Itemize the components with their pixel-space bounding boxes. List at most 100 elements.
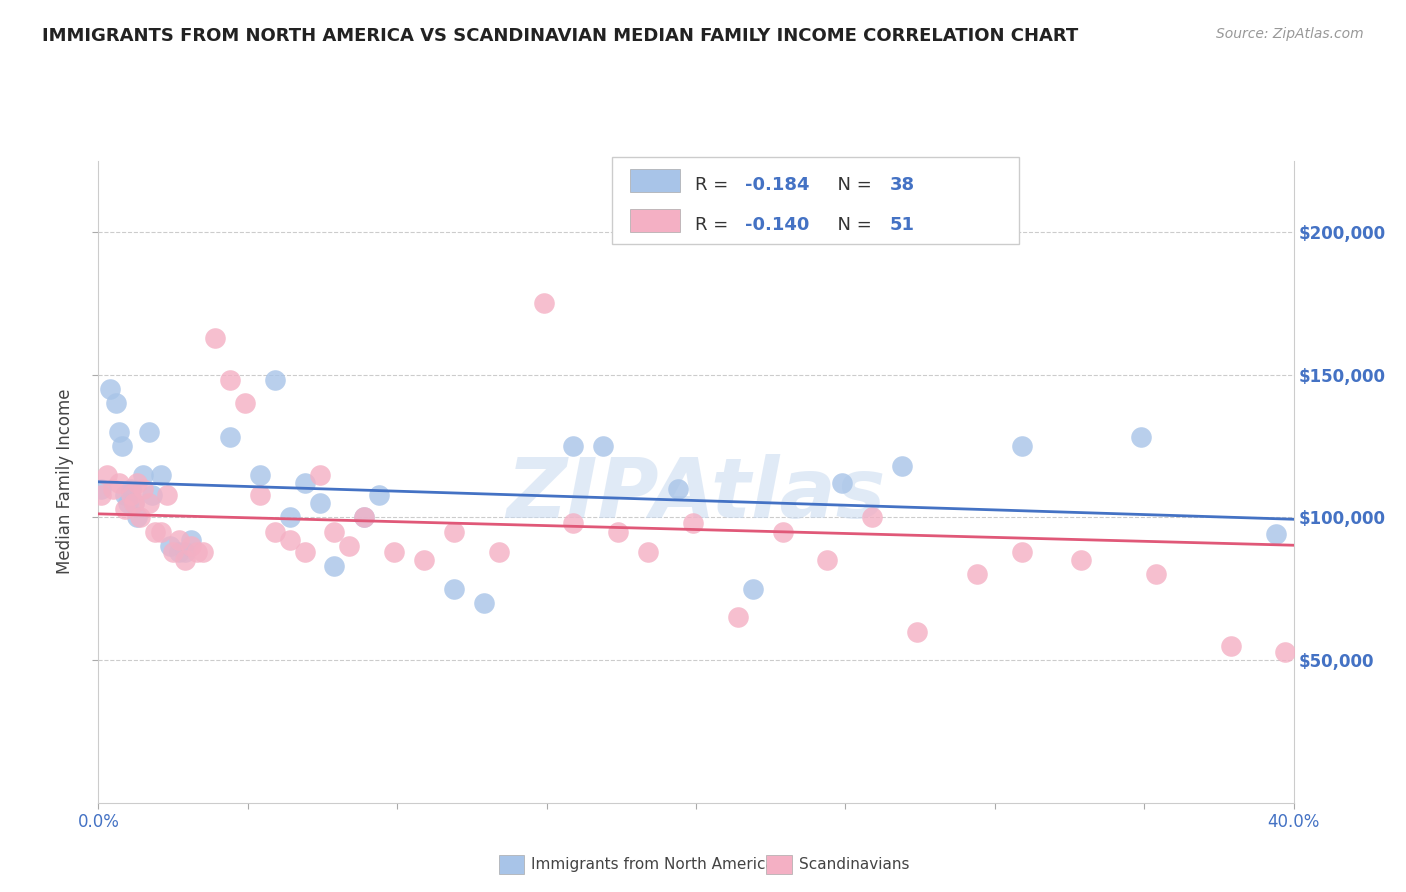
Point (103, 482, 125, 496)
Point (294, 476, 316, 491)
Point (138, 496, 160, 510)
Point (162, 544, 184, 558)
Point (159, 539, 181, 553)
Point (191, 544, 214, 558)
Point (117, 496, 139, 510)
Point (294, 544, 316, 558)
Point (129, 510, 152, 524)
Point (156, 487, 179, 501)
Point (533, 296, 555, 310)
Bar (499, 855, 524, 874)
Point (141, 487, 163, 501)
Point (278, 510, 301, 524)
Point (443, 582, 465, 596)
Point (592, 439, 614, 453)
Text: -0.140: -0.140 (745, 216, 810, 234)
Point (108, 476, 131, 491)
Text: N =: N = (827, 216, 877, 234)
Point (167, 544, 190, 558)
Bar (766, 855, 792, 874)
Text: R =: R = (695, 176, 734, 194)
Text: -0.184: -0.184 (745, 176, 810, 194)
Point (1264, 527, 1286, 541)
Point (124, 496, 146, 510)
Point (382, 544, 405, 558)
Point (174, 544, 197, 558)
Point (174, 553, 197, 567)
Point (132, 482, 155, 496)
Point (204, 330, 226, 344)
Point (413, 553, 436, 567)
Point (233, 396, 256, 410)
Point (127, 510, 149, 524)
Text: IMMIGRANTS FROM NORTH AMERICA VS SCANDINAVIAN MEDIAN FAMILY INCOME CORRELATION C: IMMIGRANTS FROM NORTH AMERICA VS SCANDIN… (42, 27, 1078, 45)
Point (138, 425, 160, 439)
Y-axis label: Median Family Income: Median Family Income (56, 389, 75, 574)
Point (891, 458, 914, 473)
Point (368, 487, 391, 501)
Point (249, 467, 271, 482)
Point (562, 439, 585, 453)
Point (278, 533, 301, 548)
Point (741, 582, 763, 596)
Point (308, 467, 330, 482)
Point (249, 487, 271, 501)
Point (263, 524, 285, 539)
Point (1011, 439, 1033, 453)
Point (90, 482, 112, 496)
Point (323, 558, 346, 573)
Text: Immigrants from North America: Immigrants from North America (531, 857, 775, 871)
Point (1274, 644, 1296, 658)
Point (905, 624, 928, 639)
Text: R =: R = (695, 216, 734, 234)
Point (607, 524, 630, 539)
Point (966, 567, 988, 582)
Point (105, 396, 128, 410)
Point (108, 425, 131, 439)
Point (682, 516, 704, 530)
Point (219, 373, 242, 387)
FancyBboxPatch shape (630, 209, 681, 232)
Point (180, 533, 202, 548)
Point (815, 553, 838, 567)
Point (114, 487, 136, 501)
Point (180, 539, 202, 553)
FancyBboxPatch shape (613, 157, 1018, 244)
Point (1070, 553, 1092, 567)
Text: Scandinavians: Scandinavians (799, 857, 910, 871)
Point (308, 496, 330, 510)
Point (143, 524, 166, 539)
Text: N =: N = (827, 176, 877, 194)
Point (860, 510, 883, 524)
Point (831, 476, 853, 491)
Point (90, 487, 112, 501)
Point (339, 539, 360, 553)
Point (132, 467, 155, 482)
Point (111, 439, 134, 453)
Point (120, 482, 142, 496)
Point (219, 430, 242, 444)
Point (323, 524, 346, 539)
Point (124, 496, 146, 510)
Point (263, 373, 285, 387)
Point (186, 544, 208, 558)
Point (167, 533, 190, 548)
Point (353, 510, 375, 524)
Point (127, 476, 149, 491)
Point (772, 524, 794, 539)
Point (488, 544, 510, 558)
Point (472, 596, 495, 610)
Text: Source: ZipAtlas.com: Source: ZipAtlas.com (1216, 27, 1364, 41)
Point (114, 501, 136, 516)
Point (443, 524, 465, 539)
Point (637, 544, 659, 558)
FancyBboxPatch shape (630, 169, 681, 193)
Point (562, 516, 585, 530)
Point (1219, 639, 1241, 653)
Point (1130, 430, 1153, 444)
Point (1011, 544, 1033, 558)
Point (120, 487, 142, 501)
Point (353, 510, 375, 524)
Point (96, 467, 118, 482)
Point (150, 524, 173, 539)
